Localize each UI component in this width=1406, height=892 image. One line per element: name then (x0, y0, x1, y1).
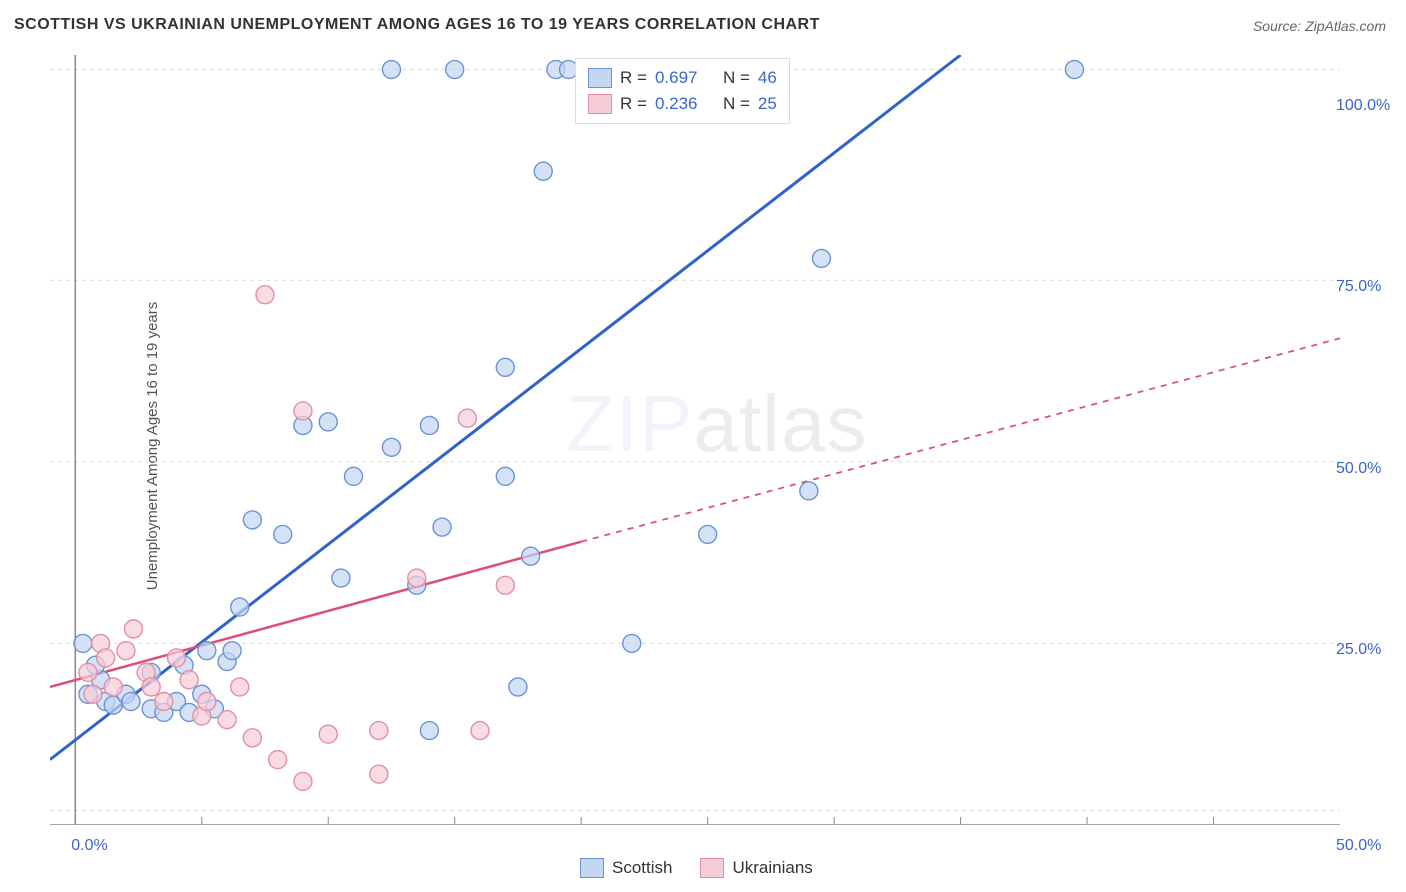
data-point (332, 569, 350, 587)
data-point (446, 61, 464, 79)
data-point (74, 634, 92, 652)
data-point (218, 711, 236, 729)
data-point (274, 525, 292, 543)
legend-row: R = 0.697 N = 46 (588, 65, 777, 91)
data-point (408, 569, 426, 587)
y-tick-label: 100.0% (1336, 97, 1390, 115)
legend-r-label: R = (620, 91, 647, 117)
legend-n-label: N = (723, 65, 750, 91)
chart-container: { "title": "SCOTTISH VS UKRAINIAN UNEMPL… (0, 0, 1406, 892)
data-point (699, 525, 717, 543)
data-point (243, 729, 261, 747)
legend-row: R = 0.236 N = 25 (588, 91, 777, 117)
data-point (84, 685, 102, 703)
data-point (180, 671, 198, 689)
legend-series-name: Ukrainians (732, 858, 812, 878)
x-tick-label: 50.0% (1336, 837, 1381, 855)
data-point (142, 678, 160, 696)
legend-item: Scottish (580, 858, 672, 878)
legend-item: Ukrainians (700, 858, 812, 878)
data-point (231, 678, 249, 696)
data-point (382, 438, 400, 456)
source-link[interactable]: ZipAtlas.com (1305, 18, 1386, 34)
data-point (345, 467, 363, 485)
data-point (496, 576, 514, 594)
data-point (79, 663, 97, 681)
legend-swatch (588, 94, 612, 114)
data-point (198, 693, 216, 711)
legend-swatch (588, 68, 612, 88)
source-attribution: Source: ZipAtlas.com (1253, 18, 1386, 34)
chart-title: SCOTTISH VS UKRAINIAN UNEMPLOYMENT AMONG… (14, 16, 820, 34)
data-point (1065, 61, 1083, 79)
data-point (420, 722, 438, 740)
data-point (496, 358, 514, 376)
legend-swatch (580, 858, 604, 878)
data-point (522, 547, 540, 565)
data-point (370, 722, 388, 740)
data-point (231, 598, 249, 616)
regression-line (50, 542, 581, 687)
legend-n-value: 25 (758, 91, 777, 117)
data-point (509, 678, 527, 696)
data-point (167, 649, 185, 667)
legend-r-label: R = (620, 65, 647, 91)
data-point (122, 693, 140, 711)
data-point (155, 693, 173, 711)
data-point (471, 722, 489, 740)
y-tick-label: 50.0% (1336, 460, 1381, 478)
y-tick-label: 75.0% (1336, 278, 1381, 296)
data-point (370, 765, 388, 783)
data-point (420, 416, 438, 434)
legend-swatch (700, 858, 724, 878)
data-point (269, 751, 287, 769)
data-point (243, 511, 261, 529)
legend-n-label: N = (723, 91, 750, 117)
data-point (800, 482, 818, 500)
data-point (496, 467, 514, 485)
data-point (812, 249, 830, 267)
data-point (319, 725, 337, 743)
data-point (97, 649, 115, 667)
series-legend: Scottish Ukrainians (580, 858, 813, 878)
data-point (294, 772, 312, 790)
data-point (223, 642, 241, 660)
legend-r-value: 0.697 (655, 65, 698, 91)
legend-r-value: 0.236 (655, 91, 698, 117)
regression-line (50, 55, 961, 760)
data-point (124, 620, 142, 638)
correlation-legend: R = 0.697 N = 46 R = 0.236 N = 25 (575, 58, 790, 124)
x-tick-label: 0.0% (71, 837, 107, 855)
scatter-plot-area (50, 55, 1340, 825)
data-point (458, 409, 476, 427)
data-point (104, 678, 122, 696)
data-point (534, 162, 552, 180)
source-label: Source: (1253, 18, 1301, 34)
legend-series-name: Scottish (612, 858, 672, 878)
data-point (256, 286, 274, 304)
legend-n-value: 46 (758, 65, 777, 91)
regression-line-extrapolated (581, 338, 1340, 541)
data-point (117, 642, 135, 660)
data-point (623, 634, 641, 652)
data-point (319, 413, 337, 431)
y-tick-label: 25.0% (1336, 641, 1381, 659)
plot-svg (50, 55, 1340, 825)
data-point (294, 402, 312, 420)
data-point (433, 518, 451, 536)
data-point (382, 61, 400, 79)
data-point (198, 642, 216, 660)
